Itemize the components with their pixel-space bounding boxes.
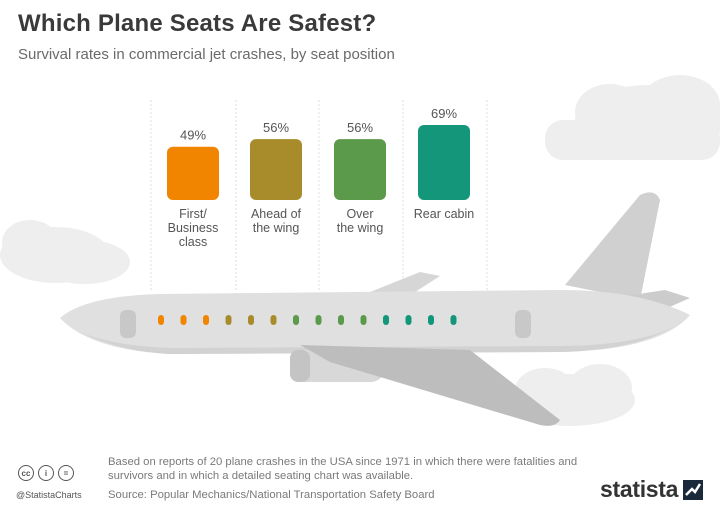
category-label-4-line-1: Rear cabin xyxy=(414,207,474,221)
cloud-right-top xyxy=(545,75,720,160)
statista-logo: statista xyxy=(600,476,679,502)
bar-value-label-2: 56% xyxy=(263,120,289,135)
airplane-front-door xyxy=(120,310,136,338)
category-label-1-line-3: class xyxy=(179,235,207,249)
bar-4 xyxy=(418,124,470,200)
category-label-3-line-1: Over xyxy=(346,207,373,221)
window-dot xyxy=(450,315,457,325)
window-dot xyxy=(383,315,389,325)
airplane-icon xyxy=(60,192,690,426)
window-dot xyxy=(293,315,299,325)
window-dot xyxy=(338,315,344,325)
cloud-left xyxy=(0,220,130,284)
airplane-tail-fin xyxy=(565,192,660,300)
category-label-1-line-2: Business xyxy=(168,221,219,235)
cc-icon: cc xyxy=(18,465,34,481)
window-dot xyxy=(270,315,277,325)
bar-value-label-4: 69% xyxy=(431,106,457,121)
statista-logo-mark xyxy=(683,480,703,500)
window-dot xyxy=(158,315,164,325)
window-dot xyxy=(428,315,434,325)
window-dot xyxy=(225,315,232,325)
twitter-handle: @StatistaCharts xyxy=(16,490,82,500)
airplane-near-wing xyxy=(300,345,560,426)
window-dot xyxy=(248,315,254,325)
window-dot xyxy=(360,315,367,325)
chart-subtitle: Survival rates in commercial jet crashes… xyxy=(18,46,395,63)
category-label-1-line-1: First/ xyxy=(179,207,207,221)
airplane-fuselage xyxy=(60,290,690,354)
chart-title: Which Plane Seats Are Safest? xyxy=(18,10,377,37)
window-dot xyxy=(180,315,187,325)
bar-1 xyxy=(167,146,219,200)
category-label-2-line-1: Ahead of xyxy=(251,207,302,221)
window-dot xyxy=(315,315,322,325)
source-note: Source: Popular Mechanics/National Trans… xyxy=(108,489,435,501)
category-label-2-line-2: the wing xyxy=(253,221,300,235)
airplane-rear-door xyxy=(515,310,531,338)
no-derivatives-icon: = xyxy=(58,465,74,481)
bar-value-label-3: 56% xyxy=(347,120,373,135)
footnote: Based on reports of 20 plane crashes in … xyxy=(108,456,578,482)
window-dot xyxy=(405,315,412,325)
window-dot xyxy=(203,315,209,325)
bar-2 xyxy=(250,139,302,200)
airplane-windows xyxy=(158,315,457,325)
bar-3 xyxy=(334,139,386,200)
license-icons: cc i = xyxy=(18,465,74,481)
attribution-icon: i xyxy=(38,465,54,481)
airplane-belly-shade xyxy=(75,315,690,354)
category-label-3-line-2: the wing xyxy=(337,221,384,235)
bar-value-label-1: 49% xyxy=(180,128,206,143)
